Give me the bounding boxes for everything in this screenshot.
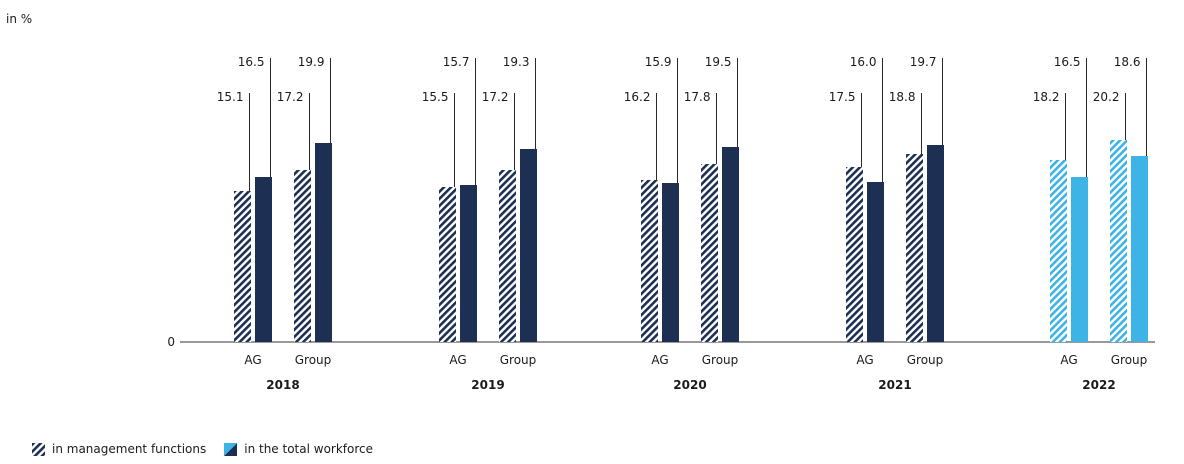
data-label-2021-Group-total: 19.7 [910, 55, 937, 69]
legend-label-management: in management functions [52, 442, 207, 456]
data-label-2022-Group-total: 18.6 [1114, 55, 1141, 69]
bar-2018-Group-total [315, 143, 332, 342]
entity-label-2018-AG: AG [244, 353, 261, 367]
hatched-swatch-icon [32, 442, 45, 456]
bar-2022-AG-management [1050, 160, 1067, 342]
data-label-2019-AG-management: 15.5 [422, 90, 449, 104]
bar-2018-Group-management [294, 170, 311, 342]
data-label-2021-Group-management: 18.8 [889, 90, 916, 104]
data-label-2019-Group-total: 19.3 [503, 55, 530, 69]
data-label-2021-AG-management: 17.5 [829, 90, 856, 104]
legend-label-total: in the total workforce [244, 442, 374, 456]
data-label-2021-AG-total: 16.0 [850, 55, 877, 69]
data-label-2018-Group-total: 19.9 [298, 55, 325, 69]
bar-2020-AG-total [662, 183, 679, 342]
bar-2019-Group-management [499, 170, 516, 342]
entity-label-2020-Group: Group [702, 353, 739, 367]
entity-label-2022-Group: Group [1111, 353, 1148, 367]
y-zero-label: 0 [167, 335, 175, 349]
entity-label-2020-AG: AG [651, 353, 668, 367]
entity-label-2022-AG: AG [1060, 353, 1077, 367]
entity-label-2019-AG: AG [449, 353, 466, 367]
bar-2018-AG-total [255, 177, 272, 342]
year-label-2018: 2018 [266, 378, 299, 392]
bar-2021-Group-total [927, 145, 944, 342]
year-label-2021: 2021 [878, 378, 911, 392]
bar-2021-AG-total [867, 182, 884, 342]
data-label-2020-AG-management: 16.2 [624, 90, 651, 104]
unit-label: in % [6, 12, 33, 26]
data-label-2018-Group-management: 17.2 [277, 90, 304, 104]
legend: in management functions in the total wor… [32, 442, 391, 456]
entity-label-2018-Group: Group [295, 353, 332, 367]
data-label-2020-AG-total: 15.9 [645, 55, 672, 69]
legend-item-total: in the total workforce [224, 442, 373, 456]
year-label-2020: 2020 [673, 378, 706, 392]
bar-2021-Group-management [906, 154, 923, 342]
data-label-2022-AG-management: 18.2 [1033, 90, 1060, 104]
data-label-2019-AG-total: 15.7 [443, 55, 470, 69]
year-label-2019: 2019 [471, 378, 504, 392]
bar-2019-AG-total [460, 185, 477, 342]
entity-label-2021-Group: Group [907, 353, 944, 367]
bar-2022-Group-management [1110, 140, 1127, 342]
entity-label-2021-AG: AG [856, 353, 873, 367]
legend-item-management: in management functions [32, 442, 206, 456]
bar-2020-Group-total [722, 147, 739, 342]
solid-swatch-icon [224, 442, 238, 456]
bar-2019-AG-management [439, 187, 456, 342]
data-label-2018-AG-total: 16.5 [238, 55, 265, 69]
data-label-2022-Group-management: 20.2 [1093, 90, 1120, 104]
year-label-2022: 2022 [1082, 378, 1115, 392]
data-label-2019-Group-management: 17.2 [482, 90, 509, 104]
bar-2020-Group-management [701, 164, 718, 342]
bar-2018-AG-management [234, 191, 251, 342]
entity-label-2019-Group: Group [500, 353, 537, 367]
bar-2020-AG-management [641, 180, 658, 342]
data-label-2018-AG-management: 15.1 [217, 90, 244, 104]
data-label-2022-AG-total: 16.5 [1054, 55, 1081, 69]
bar-2021-AG-management [846, 167, 863, 342]
data-label-2020-Group-total: 19.5 [705, 55, 732, 69]
bar-2022-AG-total [1071, 177, 1088, 342]
data-label-2020-Group-management: 17.8 [684, 90, 711, 104]
bar-2019-Group-total [520, 149, 537, 342]
bar-2022-Group-total [1131, 156, 1148, 342]
